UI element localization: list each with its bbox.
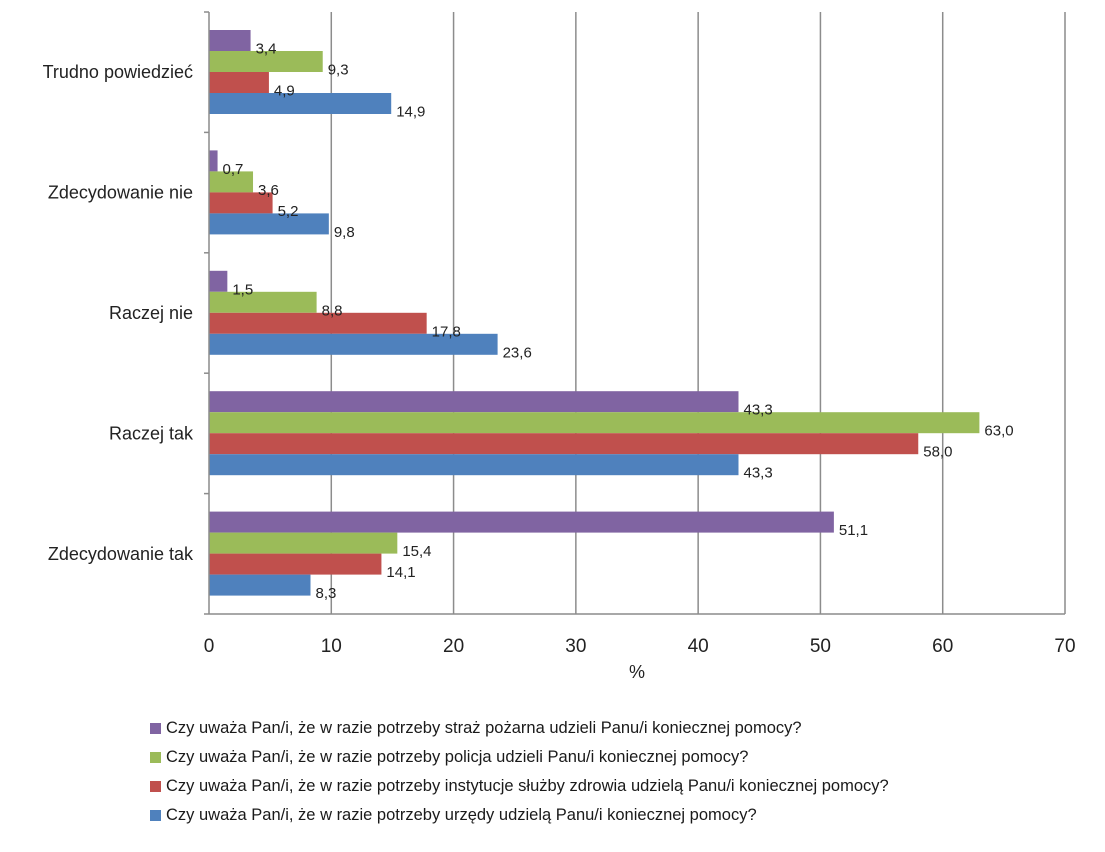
data-label: 43,3 <box>743 402 772 419</box>
data-label: 1,5 <box>232 281 253 298</box>
bar <box>209 333 498 355</box>
legend-item: Czy uważa Pan/i, że w razie potrzeby pol… <box>150 743 889 772</box>
bar <box>209 213 329 235</box>
bar <box>209 433 919 455</box>
x-tick-label: 0 <box>204 636 215 657</box>
data-label: 43,3 <box>743 465 772 482</box>
x-tick-label: 70 <box>1054 636 1075 657</box>
data-label: 14,9 <box>396 104 425 121</box>
axes <box>204 11 1065 615</box>
x-tick-label: 60 <box>932 636 953 657</box>
data-label: 14,1 <box>386 564 415 581</box>
tick-labels: 0 10 20 30 40 50 60 70 <box>204 636 1076 657</box>
bar <box>209 454 739 476</box>
bar <box>209 171 254 193</box>
category-labels: Zdecydowanie tak Raczej tak Raczej nie Zdec… <box>43 62 194 564</box>
category-label: Raczej tak <box>109 423 194 443</box>
bar <box>209 270 228 292</box>
data-labels: 51,1 15,4 14,1 8,3 43,3 63,0 58,0 43,3 1,5 8,8 17,… <box>223 41 1014 603</box>
x-tick-label: 20 <box>443 636 464 657</box>
bar <box>209 574 311 596</box>
x-tick-label: 50 <box>810 636 831 657</box>
data-label: 9,8 <box>334 224 355 241</box>
legend-label: Czy uważa Pan/i, że w razie potrzeby ins… <box>166 777 889 795</box>
data-label: 9,3 <box>328 62 349 79</box>
category-label: Raczej nie <box>109 303 193 323</box>
legend-item: Czy uważa Pan/i, że w razie potrzeby ins… <box>150 772 889 801</box>
x-tick-label: 10 <box>321 636 342 657</box>
x-tick-label: 30 <box>565 636 586 657</box>
data-label: 58,0 <box>923 444 952 461</box>
bars <box>209 30 980 596</box>
bar <box>209 412 980 434</box>
legend-swatch <box>150 723 161 734</box>
data-label: 3,6 <box>258 182 279 199</box>
legend: Czy uważa Pan/i, że w razie potrzeby str… <box>150 714 889 830</box>
legend-item: Czy uważa Pan/i, że w razie potrzeby urz… <box>150 801 889 830</box>
bar <box>209 72 269 93</box>
data-label: 0,7 <box>223 161 244 178</box>
data-label: 5,2 <box>278 203 299 220</box>
bar <box>209 553 382 575</box>
bar <box>209 291 317 313</box>
x-tick-label: 40 <box>688 636 709 657</box>
data-label: 23,6 <box>503 344 532 361</box>
bar <box>209 391 739 413</box>
bar <box>209 312 427 334</box>
legend-swatch <box>150 781 161 792</box>
x-axis-label: % <box>629 662 645 682</box>
bar <box>209 30 251 51</box>
bar <box>209 150 218 172</box>
legend-label: Czy uważa Pan/i, że w razie potrzeby str… <box>166 719 802 737</box>
category-label: Trudno powiedzieć <box>43 62 193 82</box>
category-label: Zdecydowanie tak <box>48 544 194 564</box>
data-label: 8,3 <box>315 585 336 602</box>
data-label: 63,0 <box>984 423 1013 440</box>
bar <box>209 511 834 533</box>
bar <box>209 192 273 214</box>
data-label: 51,1 <box>839 522 868 539</box>
gridlines <box>330 12 1066 614</box>
data-label: 15,4 <box>402 543 431 560</box>
data-label: 3,4 <box>256 41 277 58</box>
legend-label: Czy uważa Pan/i, że w razie potrzeby urz… <box>166 806 757 824</box>
bar <box>209 532 398 554</box>
data-label: 17,8 <box>432 323 461 340</box>
category-label: Zdecydowanie nie <box>48 183 193 203</box>
data-label: 8,8 <box>322 302 343 319</box>
bar <box>209 51 323 72</box>
legend-swatch <box>150 752 161 763</box>
legend-swatch <box>150 810 161 821</box>
legend-label: Czy uważa Pan/i, że w razie potrzeby pol… <box>166 748 749 766</box>
data-label: 4,9 <box>274 83 295 100</box>
legend-item: Czy uważa Pan/i, że w razie potrzeby str… <box>150 714 889 743</box>
bar <box>209 93 392 114</box>
chart: 0 10 20 30 40 50 60 70 Zdecydowanie tak Raczej t… <box>43 11 1076 682</box>
